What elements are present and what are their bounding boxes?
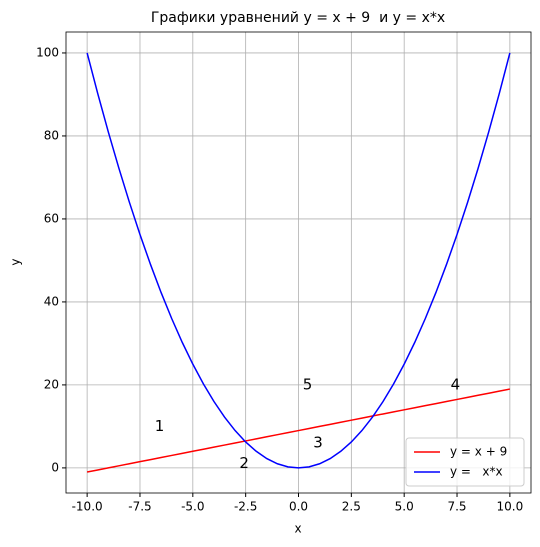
y-tick-label: 80 bbox=[44, 128, 59, 142]
x-tick-label: 10.0 bbox=[497, 500, 524, 514]
y-tick-label: 20 bbox=[44, 377, 59, 391]
x-tick-label: -7.5 bbox=[128, 500, 151, 514]
annotation: 2 bbox=[239, 454, 249, 472]
x-tick-label: 0.0 bbox=[289, 500, 308, 514]
chart-title: Графики уравнений y = x + 9 и y = x*x bbox=[151, 10, 445, 26]
x-tick-label: -10.0 bbox=[72, 500, 103, 514]
x-tick-label: 2.5 bbox=[342, 500, 361, 514]
annotation: 1 bbox=[155, 417, 165, 435]
y-tick-label: 100 bbox=[36, 45, 59, 59]
x-tick-label: -2.5 bbox=[234, 500, 257, 514]
series-line bbox=[86, 52, 511, 469]
annotation: 4 bbox=[451, 375, 461, 393]
x-tick-label: 7.5 bbox=[447, 500, 466, 514]
y-tick-label: 40 bbox=[44, 294, 59, 308]
series-line bbox=[86, 388, 511, 473]
x-axis-label: x bbox=[294, 522, 301, 536]
legend-label: y = x + 9 bbox=[450, 445, 507, 459]
y-tick-label: 0 bbox=[51, 460, 59, 474]
annotation: 3 bbox=[313, 433, 323, 451]
x-tick-label: 5.0 bbox=[395, 500, 414, 514]
plot-frame bbox=[65, 31, 532, 494]
x-tick-label: -5.0 bbox=[181, 500, 204, 514]
legend-box bbox=[405, 437, 525, 487]
y-axis-label: y bbox=[9, 258, 23, 265]
annotation: 5 bbox=[303, 375, 313, 393]
y-tick-label: 60 bbox=[44, 211, 59, 225]
legend-label: y = x*x bbox=[450, 465, 503, 479]
